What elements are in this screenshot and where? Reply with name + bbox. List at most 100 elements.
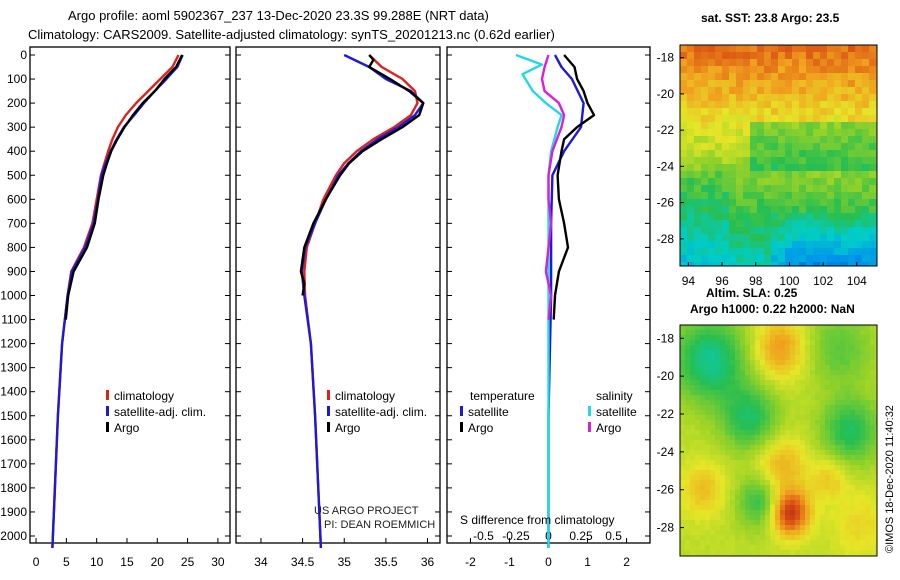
map-cell [790,395,796,401]
map-cell [778,150,786,158]
map-cell [870,430,876,436]
map-cell [870,390,876,396]
map-cell [855,385,861,391]
map-cell [870,325,876,331]
map-cell [695,345,701,351]
map-cell [820,94,828,102]
map-cell [695,395,701,401]
map-cell [830,420,836,426]
map-cell [813,171,821,179]
map-cell [865,455,871,461]
map-cell [790,420,796,426]
map-cell [820,59,828,67]
map-cell [780,440,786,446]
map-cell [855,500,861,506]
map-cell [800,400,806,406]
map-cell [735,325,741,331]
map-cell [830,425,836,431]
map-cell [722,80,730,88]
map-cell [680,248,688,256]
map-cell [827,66,835,74]
map-cell [825,505,831,511]
map-cell [720,545,726,551]
map-cell [736,262,744,267]
map-cell [825,550,831,556]
map-cell [771,66,779,74]
depth-axis: 0100200300400500600700800900100011001200… [0,48,27,543]
map-cell [835,325,841,331]
map-cell [792,199,800,207]
map-cell [694,185,702,193]
sst-map [680,45,878,267]
map-cell [875,535,878,541]
map-cell [850,415,856,421]
map-cell [750,410,756,416]
map-cell [743,241,751,249]
map-cell [841,150,849,158]
map-cell [806,206,814,214]
map-cell [820,185,828,193]
map-cell [710,500,716,506]
map-cell [735,350,741,356]
map-cell [700,490,706,496]
map-cell [750,460,756,466]
legend-swatch-argo [327,422,330,432]
map-cell [799,206,807,214]
map-cell [690,530,696,536]
map-cell [745,510,751,516]
map-cell [700,470,706,476]
map-cell [680,122,688,130]
map-cell [710,335,716,341]
map-cell [785,164,793,172]
map-cell [790,375,796,381]
map-cell [825,330,831,336]
map-cell [834,59,842,67]
map-cell [708,73,716,81]
map-cell [775,465,781,471]
map-cell [862,220,870,228]
map-cell [701,73,709,81]
map-cell [815,395,821,401]
map-cell [710,375,716,381]
map-cell [715,515,721,521]
map-cell [771,45,779,53]
map-cell [830,455,836,461]
map-cell [720,450,726,456]
map-cell [710,425,716,431]
map-cell [820,108,828,116]
map-cell [770,430,776,436]
map-cell [757,66,765,74]
map-cell [810,400,816,406]
sla-map-subtitle: Argo h1000: 0.22 h2000: NaN [690,302,855,316]
map-cell [685,460,691,466]
map-cell [792,150,800,158]
map-cell [700,495,706,501]
map-cell [785,335,791,341]
map-cell [745,465,751,471]
map-cell [745,480,751,486]
depth-tick-label: 1900 [0,505,27,519]
map-cell [745,515,751,521]
map-cell [800,385,806,391]
map-cell [790,510,796,516]
map-cell [680,129,688,137]
map-cell [830,485,836,491]
map-cell [695,360,701,366]
map-cell [740,365,746,371]
map-cell [760,405,766,411]
map-cell [687,227,695,235]
map-cell [806,101,814,109]
map-cell [736,220,744,228]
map-cell [795,465,801,471]
map-cell [775,365,781,371]
map-cell [690,380,696,386]
map-cell [708,171,716,179]
map-cell [815,475,821,481]
map-cell [865,400,871,406]
map-cell [765,400,771,406]
map-cell [771,234,779,242]
map-cell [740,545,746,551]
map-cell [860,405,866,411]
map-cell [869,192,877,200]
map-cell [850,410,856,416]
